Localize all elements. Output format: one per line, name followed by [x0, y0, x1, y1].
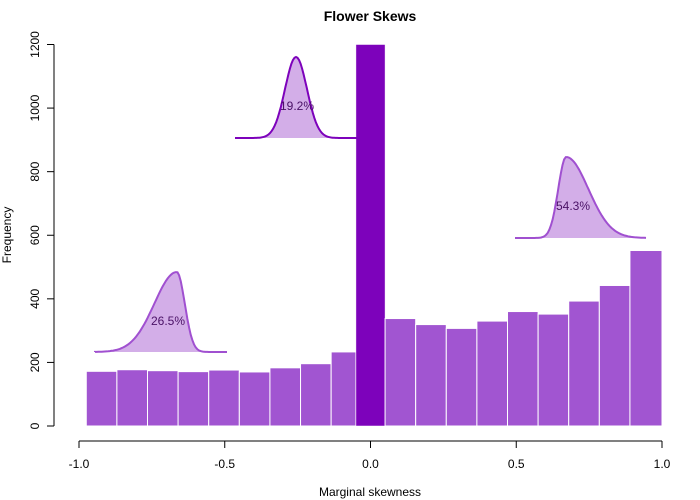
x-tick-label: 0.0 — [362, 457, 379, 471]
histogram-bar — [85, 370, 118, 427]
histogram-bar — [537, 313, 570, 427]
y-tick-label: 1200 — [28, 31, 42, 58]
bars-group — [85, 44, 663, 427]
histogram-bar — [238, 371, 271, 427]
inset-percent-label: 54.3% — [556, 199, 590, 213]
y-tick-label: 0 — [28, 422, 42, 429]
insets-group: 26.5% 19.2% 54.3% — [94, 55, 647, 353]
y-axis-label: Frequency — [0, 207, 14, 264]
histogram-bar — [330, 351, 357, 427]
x-axis-label: Marginal skewness — [319, 485, 421, 499]
histogram-bar — [568, 300, 600, 427]
histogram-bar — [269, 367, 302, 427]
histogram-bar — [507, 311, 539, 427]
histogram-bar — [147, 370, 179, 427]
y-tick-label: 1000 — [28, 94, 42, 121]
chart-title: Flower Skews — [324, 8, 417, 24]
inset-density-curve — [515, 156, 647, 239]
inset-density-curve — [94, 271, 227, 353]
histogram-bar — [300, 363, 332, 427]
y-tick-label: 200 — [28, 352, 42, 372]
histogram-bar — [445, 327, 478, 427]
x-tick-label: -0.5 — [214, 457, 235, 471]
y-tick-label: 800 — [28, 161, 42, 181]
skew-inset: 26.5% — [94, 271, 227, 353]
histogram-bar — [598, 284, 631, 427]
inset-percent-label: 19.2% — [280, 99, 314, 113]
histogram-bar — [384, 318, 417, 427]
x-tick-label: 1.0 — [654, 457, 671, 471]
axes-group: -1.0 -0.5 0.0 0.5 1.0 0 200 400 600 800 1000 1200 — [28, 31, 671, 471]
histogram-bar — [208, 369, 240, 427]
y-tick-label: 400 — [28, 289, 42, 309]
x-tick-label: -1.0 — [69, 457, 90, 471]
skew-inset: 54.3% — [515, 156, 647, 239]
skew-inset: 19.2% — [235, 55, 357, 139]
histogram-bar — [415, 324, 447, 427]
histogram-bar — [629, 250, 663, 427]
inset-percent-label: 26.5% — [151, 314, 185, 328]
histogram-bar-highlight — [355, 44, 386, 427]
inset-density-curve — [235, 55, 357, 139]
inset-density-fill — [235, 57, 357, 138]
histogram-bar — [116, 369, 149, 427]
histogram-bar — [177, 371, 210, 427]
inset-density-fill — [95, 272, 227, 352]
inset-density-fill — [515, 157, 646, 238]
x-tick-label: 0.5 — [508, 457, 525, 471]
y-tick-label: 600 — [28, 225, 42, 245]
histogram-bar — [476, 320, 509, 427]
